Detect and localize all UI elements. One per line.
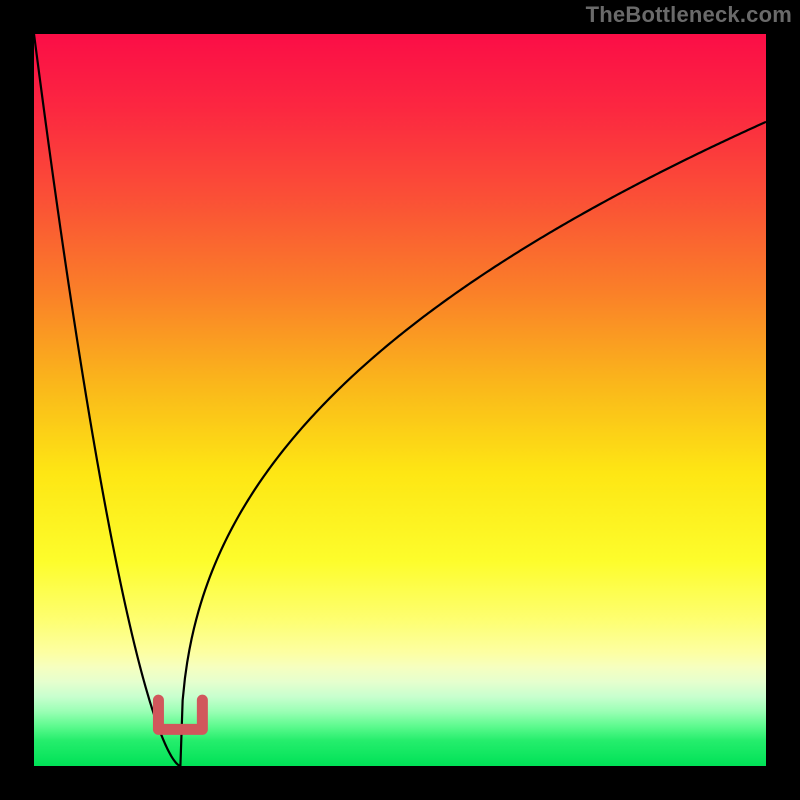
- watermark-text: TheBottleneck.com: [586, 2, 792, 28]
- plot-area: [34, 34, 766, 766]
- gradient-background: [34, 34, 766, 766]
- chart-stage: TheBottleneck.com: [0, 0, 800, 800]
